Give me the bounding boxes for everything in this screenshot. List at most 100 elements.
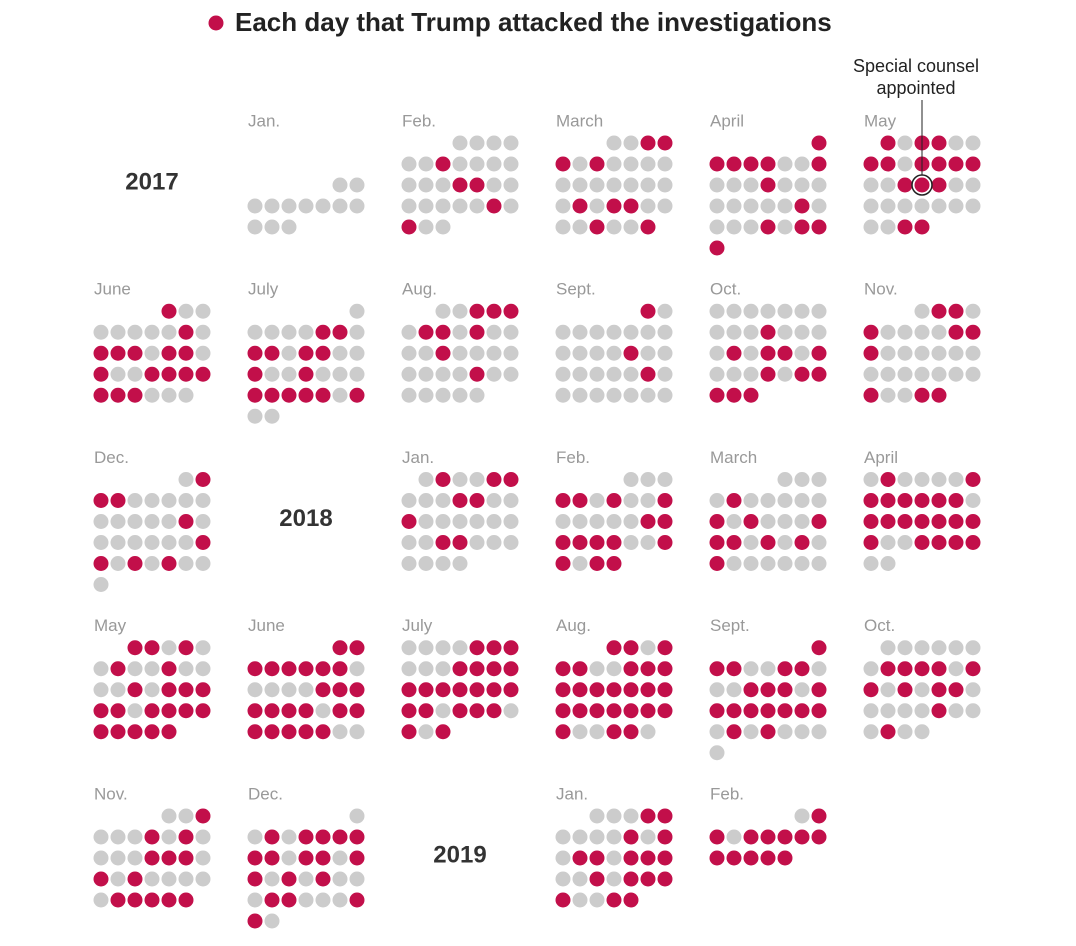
day-dot [110,850,126,866]
day-dot [178,303,194,319]
day-dot [264,703,280,719]
day-dot [555,703,571,719]
day-dot [161,661,177,677]
day-dot [777,682,793,698]
day-dot [811,156,827,172]
day-dot [110,871,126,887]
day-dot [709,661,725,677]
day-dot [726,324,742,340]
day-dot [606,808,622,824]
day-dot [93,366,109,382]
day-dot [965,535,981,550]
day-dot [606,156,622,172]
day-dot [247,913,263,929]
day-dot [469,682,485,698]
day-dot [948,303,964,319]
day-dot [743,219,759,235]
day-dot [247,366,263,382]
day-dot [401,682,417,698]
day-dot [657,135,673,151]
day-dot [965,472,981,487]
day-dot [589,682,605,698]
day-dot [452,345,468,361]
day-dot [452,472,468,487]
day-dot [401,535,417,550]
day-dot [315,871,331,887]
day-dot [777,177,793,193]
day-dot [794,661,810,677]
day-dot [161,682,177,698]
day-dot [247,408,263,424]
day-dot [726,724,742,740]
day-dot [948,703,964,719]
day-dot [657,829,673,845]
day-dot [914,703,930,719]
day-dot [811,366,827,382]
day-dot [486,472,502,487]
day-dot [931,472,947,487]
day-dot [349,324,365,340]
day-dot [777,556,793,571]
day-dot [743,850,759,866]
day-dot [503,493,519,508]
day-dot [743,514,759,529]
day-dot [726,493,742,508]
day-dot [606,366,622,382]
day-dot [281,387,297,403]
day-dot [709,303,725,319]
day-dot [144,345,160,361]
day-dot [623,387,639,403]
day-dot [93,892,109,908]
day-dot [640,829,656,845]
day-dot [264,219,280,235]
day-dot [880,640,896,656]
day-dot [178,892,194,908]
day-dot [965,198,981,214]
day-dot [948,156,964,172]
day-dot [418,724,434,740]
day-dot [469,198,485,214]
day-dot [247,850,263,866]
day-dot [726,703,742,719]
day-dot [127,892,143,908]
day-dot [315,345,331,361]
day-dot [332,829,348,845]
day-dot [247,324,263,340]
day-dot [503,198,519,214]
day-dot [606,829,622,845]
day-dot [195,514,211,529]
day-dot [144,556,160,571]
day-dot [640,156,656,172]
day-dot [486,493,502,508]
day-dot [965,661,981,677]
day-dot [606,892,622,908]
day-dot [794,345,810,361]
day-dot [623,724,639,740]
day-dot [914,472,930,487]
day-dot [435,535,451,550]
day-dot [247,198,263,214]
day-dot [281,345,297,361]
day-dot [606,871,622,887]
day-dot [606,640,622,656]
day-dot [332,661,348,677]
day-dot [794,556,810,571]
day-dot [640,135,656,151]
day-dot [948,198,964,214]
day-dot [144,535,160,550]
day-dot [281,892,297,908]
day-dot [349,303,365,319]
day-dot [401,345,417,361]
day-dot [897,177,913,193]
day-dot [144,640,160,656]
day-dot [794,219,810,235]
day-dot [281,219,297,235]
day-dot [589,850,605,866]
day-dot [794,366,810,382]
day-dot [452,177,468,193]
day-dot [469,135,485,151]
day-dot [435,345,451,361]
day-dot [178,472,194,487]
day-dot [161,850,177,866]
day-dot [144,493,160,508]
